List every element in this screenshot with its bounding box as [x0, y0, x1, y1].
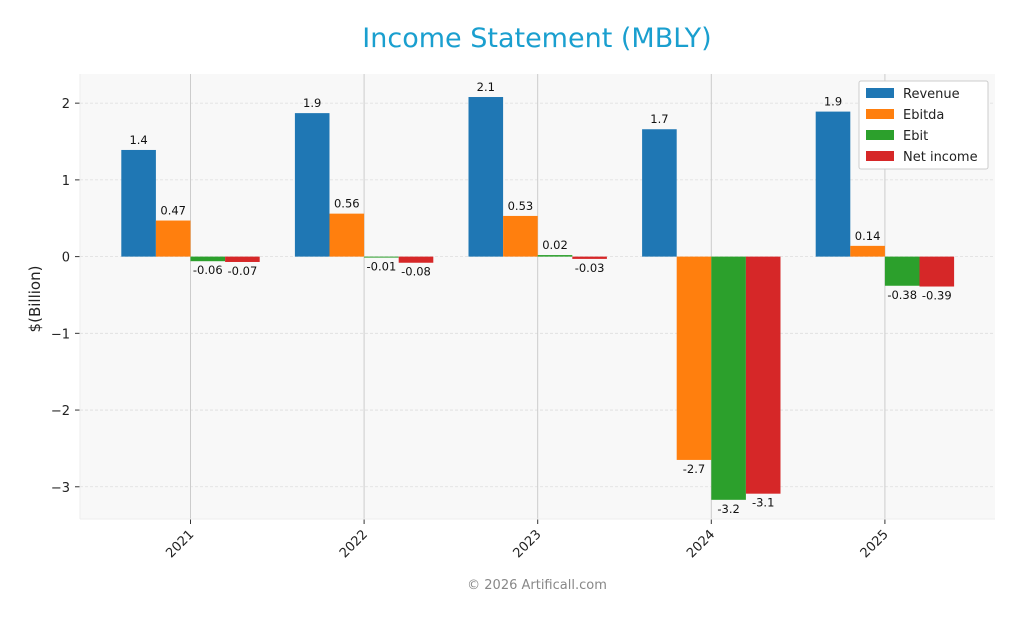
bar [190, 256, 226, 262]
bars-layer [121, 97, 955, 500]
bar [537, 255, 573, 257]
legend-swatch [866, 109, 894, 119]
legend-box [858, 80, 989, 170]
x-tick-label: 2022 [337, 527, 371, 561]
bar [815, 111, 851, 257]
bar [225, 256, 260, 262]
data-label: 2.1 [477, 80, 495, 94]
data-label: 1.4 [129, 133, 147, 147]
y-axis-label: $(Billion) [26, 266, 44, 333]
bar [155, 220, 191, 257]
data-label: 0.47 [160, 204, 186, 218]
legend-label: Ebit [903, 129, 928, 144]
y-tick-label: −3 [51, 481, 70, 496]
legend-label: Revenue [903, 87, 960, 102]
bar [745, 256, 781, 494]
x-tick-label: 2021 [163, 527, 197, 561]
chart-title: Income Statement (MBLY) [362, 23, 711, 54]
bar [919, 256, 955, 287]
bar [398, 256, 434, 263]
bar [676, 256, 712, 460]
bar [850, 245, 885, 257]
x-tick-label: 2024 [684, 527, 718, 561]
bar [642, 129, 677, 257]
data-label: -2.7 [683, 462, 705, 476]
footer-copyright: © 2026 Artificall.com [467, 578, 607, 593]
y-tick-label: −1 [51, 327, 70, 342]
bar [711, 256, 746, 500]
data-label: 1.9 [824, 95, 842, 109]
y-tick-label: −2 [51, 404, 70, 419]
data-label: 0.14 [855, 229, 881, 243]
legend-label: Net income [903, 150, 978, 165]
data-label: -0.07 [228, 264, 258, 278]
bar [121, 149, 156, 257]
data-label: -0.38 [887, 288, 917, 302]
y-tick-label: 2 [62, 97, 70, 112]
data-labels-layer: 1.4 0.47 -0.06 -0.07 1.9 0.56 -0.01 -0.08 2.1 0.5… [129, 80, 951, 516]
data-label: -0.03 [575, 261, 605, 275]
bar [503, 215, 538, 257]
data-label: -3.2 [717, 502, 739, 516]
legend-swatch [866, 151, 894, 161]
legend-swatch [866, 88, 894, 98]
data-label: 1.7 [650, 112, 668, 126]
bar [468, 97, 504, 257]
data-label: -0.08 [401, 265, 431, 279]
bar [884, 256, 920, 286]
x-tick-label: 2023 [511, 527, 545, 561]
legend-swatch [866, 130, 894, 140]
legend-label: Ebitda [903, 108, 944, 123]
x-tick-label: 2025 [858, 527, 892, 561]
data-label: -3.1 [752, 496, 774, 510]
data-label: -0.06 [193, 263, 223, 277]
data-label: 0.53 [508, 199, 534, 213]
data-label: -0.01 [367, 260, 397, 274]
bar [329, 213, 365, 257]
data-label: -0.39 [922, 289, 952, 303]
y-tick-label: 0 [62, 251, 70, 266]
bar [294, 113, 330, 257]
data-label: 0.02 [542, 238, 568, 252]
legend: Revenue Ebitda Ebit Net income [858, 80, 989, 170]
bar [364, 256, 399, 258]
bar [572, 256, 607, 259]
y-tick-label: 1 [62, 174, 70, 189]
data-label: 0.56 [334, 197, 360, 211]
data-label: 1.9 [303, 96, 321, 110]
